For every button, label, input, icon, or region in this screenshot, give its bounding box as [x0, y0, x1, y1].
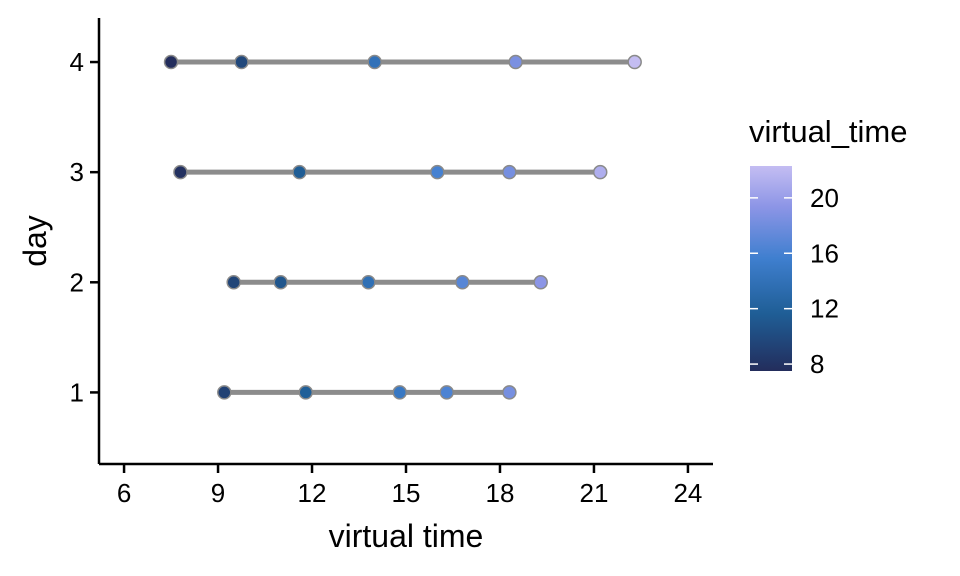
x-axis-title: virtual time [329, 518, 484, 554]
colorbar [750, 166, 792, 371]
legend: virtual_time 8 12 16 20 [749, 114, 908, 379]
data-point-day-3-4 [502, 164, 517, 180]
data-point-day-3-3 [430, 164, 445, 180]
plot-area [163, 54, 642, 400]
x-ticks: 6 9 12 15 18 21 24 [117, 464, 702, 508]
data-point-day-2-4 [455, 275, 470, 290]
data-point-day-1-2 [298, 385, 314, 400]
x-tick-label: 6 [117, 478, 131, 508]
data-point-day-4-3 [367, 54, 382, 70]
data-point-day-1-5 [502, 385, 517, 400]
y-tick-label: 4 [70, 47, 84, 77]
colorbar-tick-label: 20 [810, 183, 839, 213]
data-point-day-4-5 [627, 54, 642, 70]
series-lines [171, 59, 635, 395]
x-tick-label: 15 [392, 478, 421, 508]
y-axis-title: day [17, 215, 53, 267]
data-point-day-1-3 [392, 385, 407, 400]
data-point-day-3-2 [292, 164, 307, 180]
legend-title: virtual_time [749, 114, 908, 149]
data-point-day-4-2 [234, 54, 249, 70]
data-point-day-2-1 [226, 275, 241, 290]
series-points [163, 54, 642, 400]
x-tick-label: 21 [579, 478, 608, 508]
data-point-day-4-4 [508, 54, 523, 70]
data-point-day-2-2 [273, 275, 288, 290]
x-tick-label: 18 [486, 478, 515, 508]
x-tick-label: 9 [211, 478, 225, 508]
colorbar-ticks: 8 12 16 20 [750, 183, 839, 379]
x-tick-label: 24 [673, 478, 702, 508]
data-point-day-1-1 [217, 385, 232, 400]
colorbar-tick-label: 8 [810, 349, 824, 379]
y-ticks: 1 2 3 4 [70, 47, 99, 407]
data-point-day-3-1 [173, 164, 188, 180]
colorbar-tick-label: 12 [810, 294, 839, 324]
data-point-day-2-5 [533, 275, 548, 290]
y-tick-label: 2 [70, 267, 84, 297]
data-point-day-3-5 [592, 164, 608, 180]
y-tick-label: 3 [70, 157, 84, 187]
data-point-day-1-4 [439, 385, 454, 400]
data-point-day-2-3 [361, 275, 376, 290]
data-point-day-4-1 [163, 54, 179, 70]
x-tick-label: 12 [298, 478, 327, 508]
y-tick-label: 1 [70, 377, 84, 407]
colorbar-tick-label: 16 [810, 238, 839, 268]
